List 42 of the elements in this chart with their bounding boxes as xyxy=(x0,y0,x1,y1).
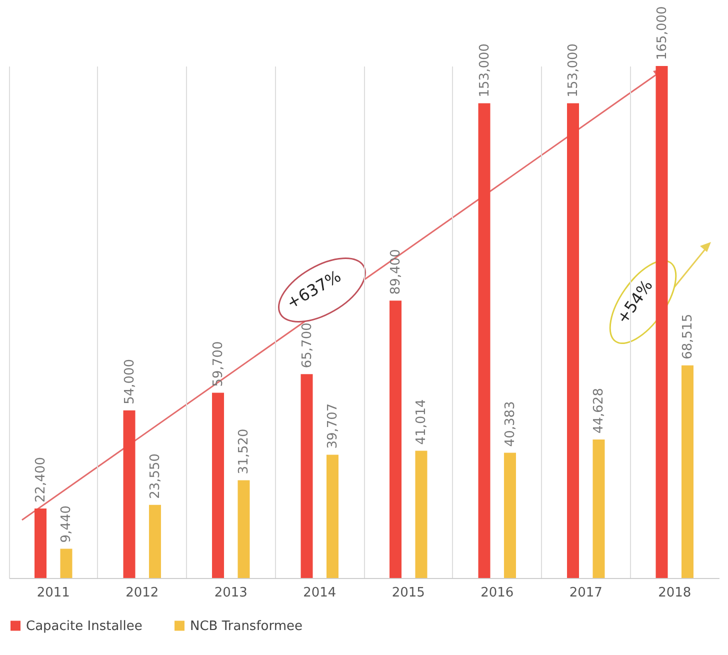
bar xyxy=(34,508,47,578)
data-label: 153,000 xyxy=(566,43,582,98)
bar xyxy=(415,450,428,578)
data-label: 31,520 xyxy=(236,428,252,474)
x-tick-label: 2017 xyxy=(569,586,602,600)
bar xyxy=(238,480,250,578)
x-tick-label: 2016 xyxy=(480,586,514,600)
bar xyxy=(681,365,694,578)
bar xyxy=(212,392,224,578)
bar xyxy=(326,454,338,578)
data-label: 44,628 xyxy=(592,388,607,434)
x-tick-label: 2013 xyxy=(214,586,248,600)
bar xyxy=(300,374,313,578)
data-label: 23,550 xyxy=(148,453,163,499)
data-label: 59,700 xyxy=(211,341,226,387)
bar xyxy=(656,66,668,578)
data-label: 165,000 xyxy=(654,6,670,60)
data-label: 22,400 xyxy=(34,456,49,502)
bar xyxy=(60,548,72,578)
bar xyxy=(390,300,402,578)
data-label: 153,000 xyxy=(477,43,492,98)
legend-label: Capacite Installee xyxy=(26,618,142,634)
x-tick-label: 2011 xyxy=(36,586,70,600)
data-label: 68,515 xyxy=(680,314,696,360)
bar xyxy=(478,103,490,578)
data-label: 39,707 xyxy=(325,403,340,449)
data-label: 89,400 xyxy=(388,249,404,295)
data-label: 40,383 xyxy=(502,401,518,447)
x-tick-label: 2012 xyxy=(126,586,159,600)
x-tick-label: 2014 xyxy=(303,586,336,600)
x-tick-label: 2018 xyxy=(658,586,692,600)
data-label: 41,014 xyxy=(414,399,430,445)
bar xyxy=(148,504,161,578)
data-label: 54,000 xyxy=(122,358,138,404)
bar xyxy=(567,103,580,578)
bar xyxy=(592,440,605,578)
x-tick-label: 2015 xyxy=(392,586,425,600)
bar xyxy=(123,410,136,578)
data-label: 65,700 xyxy=(300,322,315,368)
legend-label: NCB Transformee xyxy=(190,618,303,634)
bar xyxy=(504,452,516,578)
data-label: 9,440 xyxy=(59,505,74,543)
